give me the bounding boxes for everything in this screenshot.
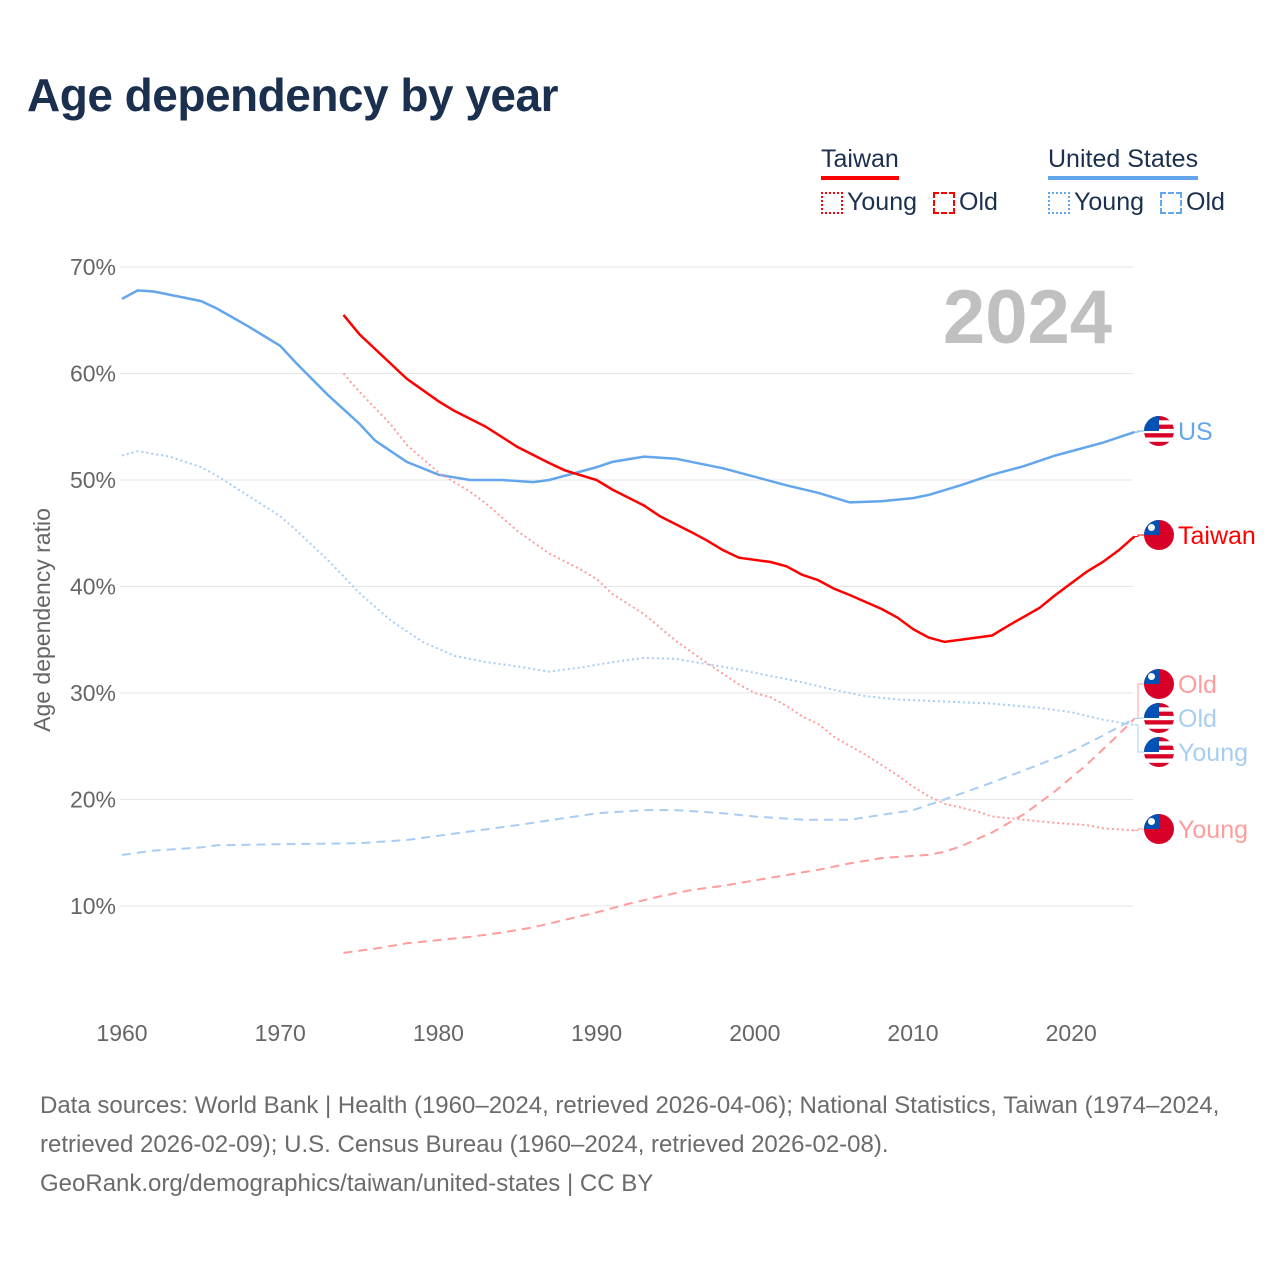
label-connector [1134,717,1146,720]
label-connector [1134,724,1146,753]
label-connector [1134,430,1146,433]
legend-us-young[interactable]: Young [1048,188,1144,217]
legend-us-old[interactable]: Old [1160,188,1225,217]
footer: Data sources: World Bank | Health (1960–… [40,1086,1250,1203]
x-tick-label: 1990 [571,1020,622,1046]
y-axis-label: Age dependency ratio [29,508,55,732]
credit: GeoRank.org/demographics/taiwan/united-s… [40,1170,654,1197]
legend-taiwan-young[interactable]: Young [821,188,917,217]
label-connector [1134,534,1146,537]
legend-label: Old [1186,188,1225,216]
legend-label: Young [847,188,917,216]
legend-taiwan-old[interactable]: Old [933,188,998,217]
series-line-taiwan[interactable] [342,314,1136,644]
taiwan-flag-icon [1144,520,1174,550]
label-connector [1134,683,1146,720]
dotted-swatch-icon [1048,191,1070,214]
series-end-label: Young [1178,739,1248,767]
y-tick-label: 30% [70,680,116,706]
legend-taiwan: Taiwan Young Old [821,145,998,217]
taiwan-flag-icon [1144,669,1174,699]
x-tick-label: 1980 [413,1020,464,1046]
series-end-label: Old [1178,671,1217,699]
dotted-swatch-icon [821,191,843,214]
series-line-taiwan-old[interactable] [343,717,1136,954]
series-line-united-states[interactable] [121,289,1135,504]
legend-us: United States Young Old [1048,145,1225,217]
taiwan-flag-icon [1144,814,1174,844]
y-tick-label: 20% [70,787,116,813]
x-tick-label: 2000 [729,1020,780,1046]
x-tick-label: 2020 [1046,1020,1097,1046]
legend-label: Old [959,188,998,216]
legend-us-title: United States [1048,145,1199,180]
y-tick-label: 50% [70,467,116,493]
dashed-swatch-icon [1160,191,1182,214]
series-line-united-states-young[interactable] [121,450,1135,726]
series-line-taiwan-young[interactable] [342,372,1135,832]
x-tick-label: 1960 [96,1020,147,1046]
year-overlay: 2024 [943,275,1112,360]
legend-label: Young [1074,188,1144,216]
us-flag-icon [1144,737,1174,767]
label-connector [1134,828,1146,831]
chart-title: Age dependency by year [27,69,558,121]
us-flag-icon [1144,703,1174,733]
x-tick-label: 2010 [887,1020,938,1046]
y-tick-label: 70% [70,254,116,280]
series-line-united-states-old[interactable] [121,717,1135,856]
dashed-swatch-icon [933,191,955,214]
data-sources: Data sources: World Bank | Health (1960–… [40,1092,1220,1158]
series-end-label: Young [1178,816,1248,844]
y-tick-label: 10% [70,893,116,919]
y-tick-label: 40% [70,574,116,600]
legend-taiwan-title: Taiwan [821,145,899,180]
series-end-label: Old [1178,705,1217,733]
series-end-label: US [1178,418,1213,446]
us-flag-icon [1144,416,1174,446]
y-tick-label: 60% [70,361,116,387]
series-end-label: Taiwan [1178,522,1256,550]
x-tick-label: 1970 [255,1020,306,1046]
